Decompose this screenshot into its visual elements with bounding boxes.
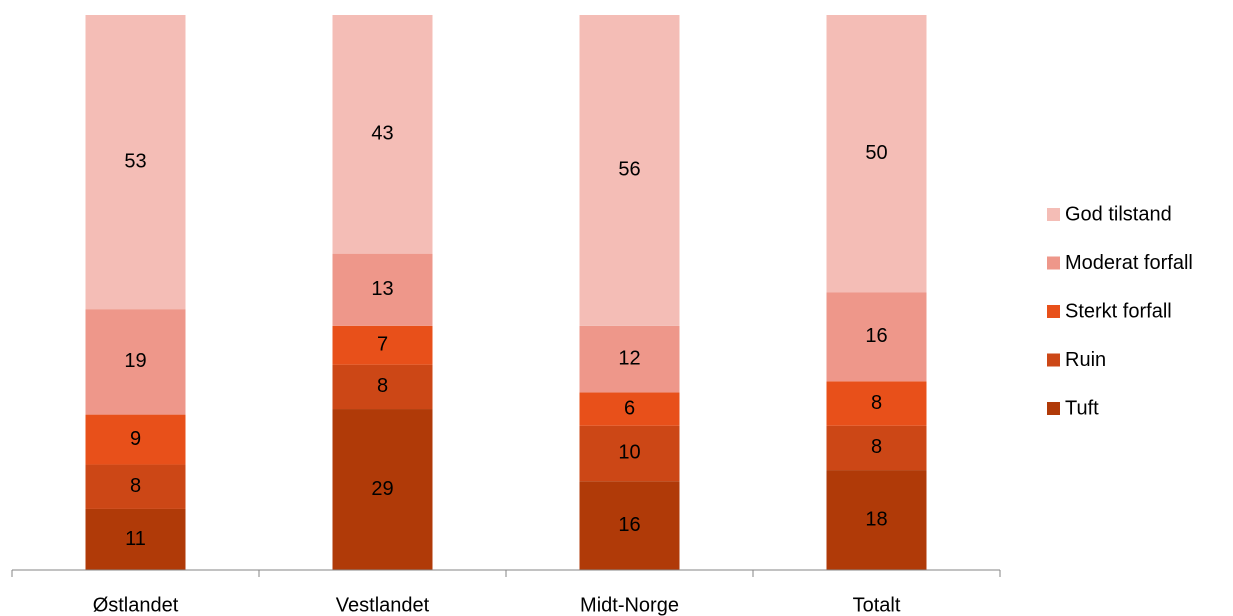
- legend-label: God tilstand: [1065, 203, 1172, 225]
- bar-segment: [826, 381, 927, 426]
- data-label: 11: [125, 528, 146, 550]
- bar-segment: [579, 392, 680, 426]
- bar-segment: [826, 292, 927, 382]
- bar-segment: [85, 464, 186, 509]
- data-label: 8: [377, 375, 388, 397]
- bar-segment: [579, 425, 680, 482]
- data-label: 12: [618, 347, 640, 369]
- data-label: 43: [371, 123, 393, 145]
- legend-swatch: [1047, 305, 1060, 318]
- bar-segment: [85, 508, 186, 570]
- data-label: 16: [865, 325, 887, 347]
- legend-swatch: [1047, 353, 1060, 367]
- data-label: 19: [124, 350, 146, 372]
- x-tick-label: Østlandet: [93, 594, 179, 616]
- legend-label: Sterkt forfall: [1065, 300, 1172, 322]
- bar-segment: [85, 15, 186, 310]
- legend-label: Moderat forfall: [1065, 252, 1193, 274]
- x-tick-label: Totalt: [853, 594, 901, 616]
- bar-segment: [579, 325, 680, 393]
- legend-label: Ruin: [1065, 349, 1106, 371]
- data-label: 16: [618, 514, 640, 536]
- bar-segment: [85, 414, 186, 465]
- data-label: 6: [624, 397, 635, 419]
- bar-segment: [579, 481, 680, 570]
- legend-swatch: [1047, 256, 1060, 270]
- data-label: 56: [618, 159, 640, 181]
- data-label: 13: [371, 278, 393, 300]
- data-label: 9: [130, 428, 141, 450]
- legend-swatch: [1047, 208, 1060, 221]
- legend-label: Tuft: [1065, 397, 1099, 419]
- data-label: 8: [130, 475, 141, 497]
- legend-swatch: [1047, 402, 1060, 415]
- bar-segment: [332, 253, 433, 326]
- data-label: 29: [371, 478, 393, 500]
- data-label: 10: [618, 442, 640, 464]
- data-label: 8: [871, 392, 882, 414]
- bar-segment: [826, 425, 927, 471]
- data-label: 50: [865, 142, 887, 164]
- x-tick-label: Midt-Norge: [580, 594, 679, 616]
- bar-segment: [332, 409, 433, 570]
- bar-segment: [579, 15, 680, 326]
- x-tick-label: Vestlandet: [336, 594, 430, 616]
- bar-segment: [332, 364, 433, 410]
- bar-segment: [332, 15, 433, 254]
- bar-segment: [826, 15, 927, 293]
- data-label: 53: [124, 150, 146, 172]
- bar-segment: [826, 470, 927, 570]
- data-label: 7: [377, 334, 388, 356]
- bar-segment: [85, 309, 186, 415]
- data-label: 8: [871, 436, 882, 458]
- data-label: 18: [865, 508, 887, 530]
- bar-segment: [332, 325, 433, 365]
